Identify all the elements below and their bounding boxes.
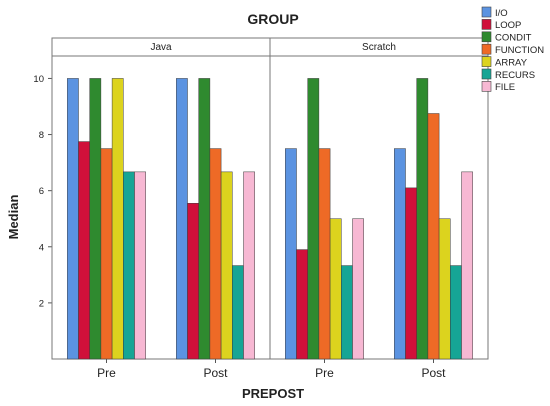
bar-loop [78, 141, 90, 360]
legend-label: RECURS [495, 70, 535, 81]
panel-strip-label: Scratch [362, 42, 396, 53]
legend-label: FILE [495, 82, 515, 93]
bar-condit [89, 78, 102, 360]
y-axis-title: Median [6, 195, 21, 240]
bar-array [438, 218, 451, 360]
legend-label: ARRAY [495, 57, 528, 68]
x-tick-label: Pre [315, 366, 334, 380]
legend-label: I/O [495, 8, 508, 19]
x-axis-title: PREPOST [242, 386, 304, 401]
legend-swatch [481, 56, 492, 67]
legend-swatch [481, 6, 492, 18]
bar-recurs [123, 171, 135, 360]
bar-function [427, 113, 440, 360]
chart-title: GROUP [247, 11, 298, 27]
y-tick-label: 4 [39, 242, 44, 253]
legend-label: FUNCTION [495, 45, 544, 56]
bar-array [111, 78, 124, 360]
y-tick-label: 8 [39, 130, 44, 141]
x-tick-label: Post [203, 366, 228, 380]
bar-i-o [394, 148, 406, 360]
bar-function [100, 148, 113, 360]
panel-strip-label: Java [150, 42, 172, 53]
bar-recurs [450, 265, 462, 360]
bar-loop [187, 203, 199, 360]
x-tick-label: Post [421, 366, 446, 380]
bar-loop [405, 187, 417, 360]
bar-loop [296, 249, 308, 360]
y-tick-label: 2 [39, 298, 44, 309]
legend-swatch [481, 19, 492, 30]
bar-array [220, 171, 233, 360]
bar-file [461, 171, 473, 360]
bar-condit [198, 78, 211, 360]
legend-swatch [481, 81, 492, 92]
bar-i-o [285, 148, 297, 360]
y-tick-label: 10 [33, 74, 44, 85]
bar-recurs [341, 265, 353, 360]
bar-file [243, 171, 255, 360]
bar-array [329, 218, 342, 360]
bar-condit [416, 78, 429, 360]
chart-panels: 2 4 6 8 10 Java Pre Post Scratch Pre Post [33, 37, 489, 380]
bar-i-o [67, 78, 79, 360]
legend-swatch [481, 31, 492, 43]
y-tick-label: 6 [39, 186, 44, 197]
bar-function [209, 148, 222, 360]
bar-file [134, 171, 146, 360]
bar-function [318, 148, 331, 360]
panel-frame [269, 37, 489, 360]
legend-swatch [481, 43, 492, 55]
legend-label: LOOP [495, 20, 521, 31]
bar-file [352, 218, 364, 360]
legend-swatch [481, 68, 492, 80]
bar-recurs [232, 265, 244, 360]
bar-i-o [176, 78, 188, 360]
bar-condit [307, 78, 320, 360]
x-tick-label: Pre [97, 366, 116, 380]
legend-label: CONDIT [495, 33, 532, 44]
